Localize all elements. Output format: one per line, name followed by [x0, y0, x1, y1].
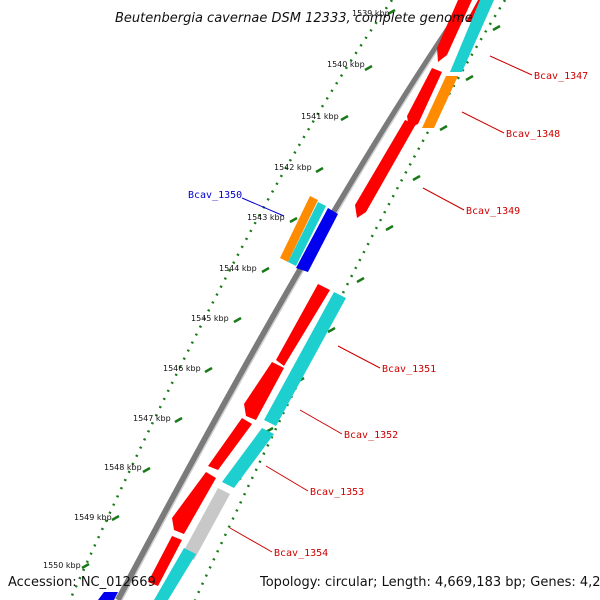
tick-mark	[204, 366, 213, 374]
tick-label: 1546 kbp	[163, 364, 201, 373]
leader-line-1348	[461, 111, 505, 134]
cds-red-1348[interactable]	[407, 68, 442, 128]
tick-mark	[315, 166, 324, 174]
tick-mark	[387, 8, 396, 16]
tick-mark	[81, 562, 90, 570]
tick-mark	[289, 216, 298, 224]
gene-label-bcav-1352[interactable]: Bcav_1352	[344, 430, 398, 441]
leader-line-1350	[241, 197, 285, 217]
tick-mark	[356, 276, 365, 284]
cds-red-1349[interactable]	[355, 120, 416, 218]
cds-blue-bottom[interactable]	[98, 592, 118, 600]
tick-mark	[261, 266, 270, 274]
cds-cyan-1350[interactable]	[288, 202, 326, 266]
tick-mark	[340, 114, 349, 122]
gene-labels: Bcav_1347 Bcav_1348 Bcav_1349 Bcav_1350 …	[188, 71, 588, 559]
cds-orange-1350[interactable]	[280, 196, 318, 262]
tick-marks	[81, 8, 396, 570]
leader-line-1347	[489, 55, 533, 76]
cds-red-top[interactable]	[437, 0, 472, 62]
tick-label: 1550 kbp	[43, 561, 81, 570]
leader-line-1354	[229, 527, 273, 553]
gene-label-bcav-1350[interactable]: Bcav_1350	[188, 190, 242, 201]
tick-mark	[174, 416, 183, 424]
map-title: Beutenbergia cavernae DSM 12333, complet…	[115, 11, 473, 26]
cds-blue-1350[interactable]	[296, 208, 338, 272]
tick-label: 1549 kbp	[74, 513, 112, 522]
tick-mark	[439, 124, 448, 132]
cds-red-1354[interactable]	[172, 472, 216, 534]
leader-line-1352	[299, 409, 343, 435]
tick-label: 1539 kbp	[352, 9, 390, 18]
leader-line-1351	[337, 345, 381, 369]
gene-label-bcav-1353[interactable]: Bcav_1353	[310, 487, 364, 498]
inner-tick-arc	[193, 0, 507, 600]
tick-mark	[364, 64, 373, 72]
tick-mark	[233, 316, 242, 324]
tick-label: 1545 kbp	[191, 314, 229, 323]
tick-mark	[465, 74, 474, 82]
cds-features	[98, 0, 494, 600]
gene-label-bcav-1347[interactable]: Bcav_1347	[534, 71, 588, 82]
cds-cyan-bottom[interactable]	[154, 548, 196, 600]
tick-label: 1543 kbp	[247, 213, 285, 222]
cds-red-bottom[interactable]	[148, 536, 182, 586]
tick-label: 1541 kbp	[301, 112, 339, 121]
cds-cyan-1351[interactable]	[264, 292, 346, 426]
topology-text: Topology: circular; Length: 4,669,183 bp…	[259, 575, 600, 590]
accession-text: Accession: NC_012669	[8, 575, 156, 590]
outer-tick-arc	[68, 0, 394, 600]
tick-mark	[142, 466, 151, 474]
cds-gray-1354[interactable]	[182, 488, 230, 560]
tick-labels: 1539 kbp 1540 kbp 1541 kbp 1542 kbp 1543…	[43, 9, 390, 570]
tick-mark	[385, 224, 394, 232]
gene-label-bcav-1351[interactable]: Bcav_1351	[382, 364, 436, 375]
leader-line-1353	[265, 465, 309, 492]
cds-red-1352[interactable]	[244, 362, 284, 420]
tick-label: 1540 kbp	[327, 60, 365, 69]
cds-red-1353[interactable]	[208, 418, 252, 470]
tick-label: 1542 kbp	[274, 163, 312, 172]
tick-label: 1547 kbp	[133, 414, 171, 423]
gene-label-bcav-1348[interactable]: Bcav_1348	[506, 129, 560, 140]
leader-line-1349	[422, 187, 465, 211]
cds-red-1351[interactable]	[276, 284, 330, 366]
leader-lines	[229, 55, 533, 553]
gene-label-bcav-1349[interactable]: Bcav_1349	[466, 206, 520, 217]
cds-cyan-1347[interactable]	[450, 0, 494, 72]
genome-backbone-highlight	[121, 0, 472, 600]
tick-mark	[327, 326, 336, 334]
tick-mark	[412, 174, 421, 182]
tick-label: 1544 kbp	[219, 264, 257, 273]
cds-cyan-1353[interactable]	[222, 428, 274, 488]
tick-mark	[111, 514, 120, 522]
gene-label-bcav-1354[interactable]: Bcav_1354	[274, 548, 328, 559]
tick-mark	[492, 24, 501, 32]
cds-orange-1348[interactable]	[422, 76, 458, 128]
tick-label: 1548 kbp	[104, 463, 142, 472]
